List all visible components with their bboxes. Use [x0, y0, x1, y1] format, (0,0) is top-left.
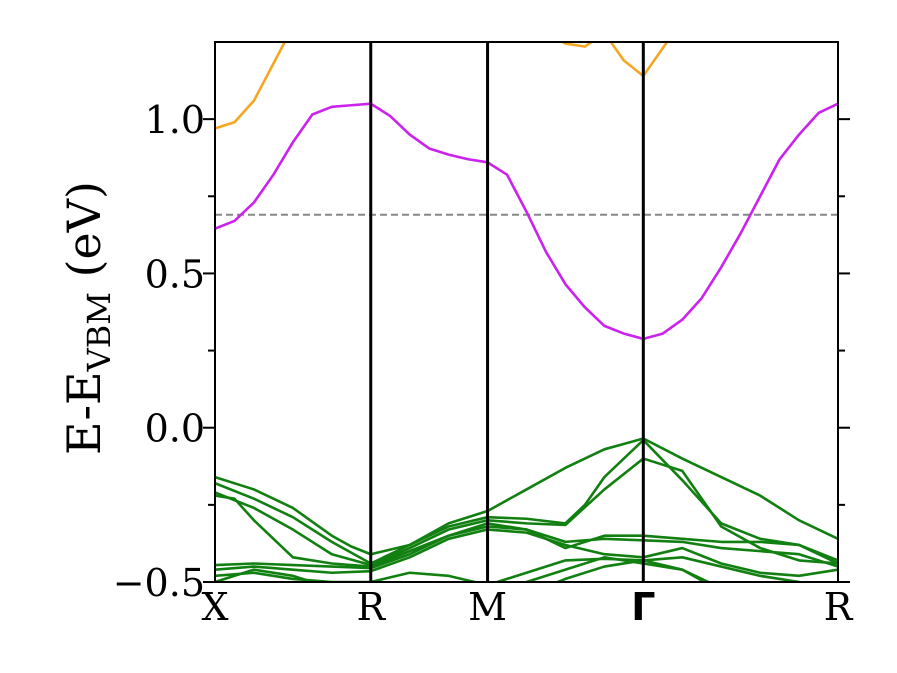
valence-band-line-4: [215, 438, 838, 565]
conduction-band-line-0: [215, 102, 838, 341]
valence-band-line-7: [215, 525, 838, 570]
kpoint-label-2: M: [468, 585, 507, 629]
valence-band-line-8: [215, 528, 838, 578]
valence-band-line-11: [554, 559, 712, 582]
kpoint-label-1: R: [356, 585, 386, 629]
conduction_upper-band-line-1: [215, 42, 287, 130]
valence-band-line-9: [215, 556, 808, 582]
ytick-label-1: 0.0: [145, 407, 205, 451]
valence-band-line-3: [215, 437, 838, 556]
ytick-label-0: −0.5: [113, 561, 205, 605]
y-axis-label-sub: VBM: [80, 292, 118, 372]
y-axis-label-main: E-E: [57, 371, 111, 455]
conduction_upper-band-line-2: [559, 42, 669, 78]
ytick-label-3: 1.0: [145, 98, 205, 142]
plot-frame: [214, 41, 839, 583]
axis-tick-labels: −0.5 0.0 0.5 1.0 X R M Γ R: [113, 98, 854, 629]
axis-ticks: [203, 118, 850, 583]
ytick-label-2: 0.5: [145, 252, 205, 296]
y-axis-label-unit: (eV): [57, 181, 111, 292]
valence-band-line-6: [215, 494, 838, 568]
valence-band-line-5: [215, 457, 838, 567]
band-lines: [215, 42, 838, 582]
kpoint-label-0: X: [201, 585, 228, 629]
y-axis-label: E-EVBM (eV): [57, 181, 118, 455]
kpoint-label-4: R: [824, 585, 854, 629]
kpath-lines: [369, 42, 645, 582]
kpoint-label-3: Γ: [631, 585, 655, 629]
